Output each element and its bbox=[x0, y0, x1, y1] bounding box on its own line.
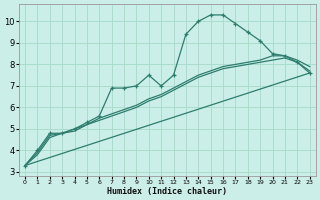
X-axis label: Humidex (Indice chaleur): Humidex (Indice chaleur) bbox=[107, 187, 227, 196]
